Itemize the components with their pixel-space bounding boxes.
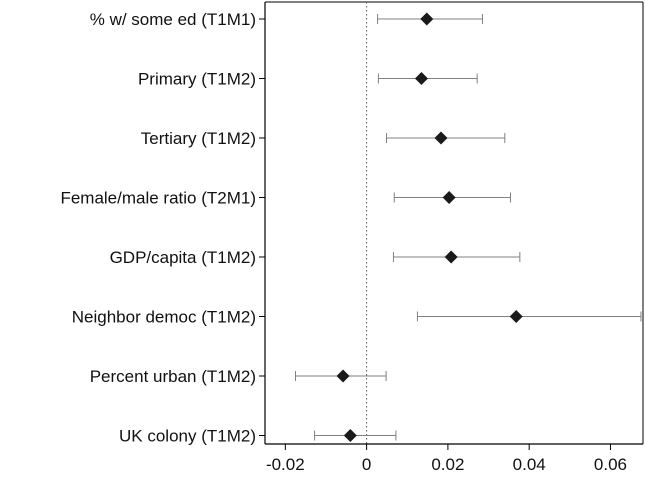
point-estimate-marker (444, 250, 458, 264)
y-axis-labels: % w/ some ed (T1M1) Primary (T1M2) Tertiar… (60, 10, 265, 446)
row-label: Percent urban (T1M2) (90, 367, 256, 386)
point-estimate-marker (420, 12, 434, 26)
row-label: UK colony (T1M2) (119, 427, 256, 446)
x-tick-label: -0.02 (266, 455, 305, 474)
row-label: GDP/capita (T1M2) (110, 248, 256, 267)
row-label: Neighbor democ (T1M2) (72, 308, 256, 327)
x-tick-label: 0.04 (513, 455, 546, 474)
point-estimate-marker (414, 72, 428, 85)
x-tick-label: 0.06 (594, 455, 627, 474)
row-label: Female/male ratio (T2M1) (60, 189, 256, 208)
point-estimate-marker (343, 429, 357, 442)
x-tick-label: 0 (362, 455, 371, 474)
x-axis-ticks: -0.02 0 0.02 0.04 0.06 (266, 444, 627, 474)
row-label: Tertiary (T1M2) (141, 129, 256, 148)
row-label: % w/ some ed (T1M1) (90, 10, 256, 29)
point-estimate-marker (434, 131, 448, 145)
plot-frame (264, 1, 644, 445)
x-tick-label: 0.02 (431, 455, 464, 474)
row-label: Primary (T1M2) (138, 70, 256, 89)
point-estimate-marker (509, 310, 523, 323)
point-estimates (336, 12, 523, 442)
point-estimate-marker (442, 191, 456, 204)
point-estimate-marker (336, 369, 350, 383)
ci-row-5 (416, 311, 642, 322)
